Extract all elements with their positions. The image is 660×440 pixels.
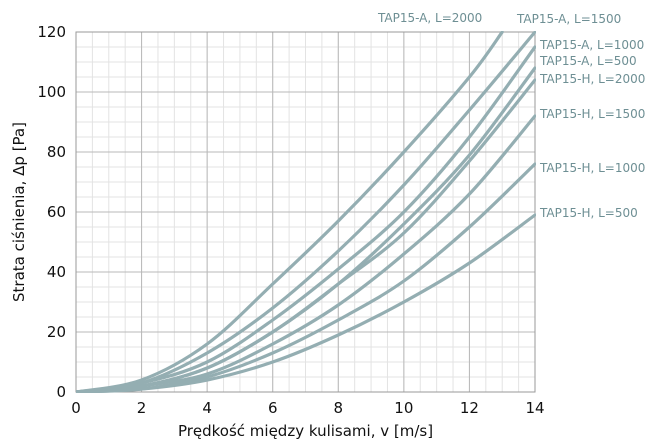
x-axis-label: Prędkość między kulisami, v [m/s] <box>178 422 433 440</box>
series-label: TAP15-A, L=500 <box>539 54 637 68</box>
x-tick-label: 4 <box>202 399 212 417</box>
series-line <box>76 114 536 393</box>
x-tick-label: 12 <box>460 399 479 417</box>
plot-frame <box>75 31 536 393</box>
y-axis-label: Strata ciśnienia, Δp [Pa] <box>10 122 28 302</box>
series-labels: TAP15-A, L=2000 TAP15-A, L=1500 TAP15-A, L… <box>377 11 645 220</box>
series-label: TAP15-A, L=2000 <box>377 11 482 25</box>
x-tick-label: 10 <box>394 399 413 417</box>
series-label: TAP15-H, L=1000 <box>539 161 645 175</box>
x-tick-label: 0 <box>71 399 81 417</box>
x-tick-label: 2 <box>137 399 147 417</box>
series-line <box>76 31 504 393</box>
series-group <box>76 31 536 393</box>
y-tick-label: 80 <box>47 143 66 161</box>
series-label: TAP15-H, L=1500 <box>539 107 645 121</box>
x-axis-ticks: 0 2 4 6 8 10 12 14 <box>71 399 544 417</box>
y-tick-label: 20 <box>47 323 66 341</box>
x-tick-label: 8 <box>334 399 344 417</box>
y-tick-label: 60 <box>47 203 66 221</box>
x-tick-label: 14 <box>525 399 544 417</box>
series-line <box>76 213 536 393</box>
y-tick-label: 0 <box>56 383 66 401</box>
y-tick-label: 120 <box>37 23 66 41</box>
series-label: TAP15-H, L=2000 <box>539 72 645 86</box>
series-label: TAP15-A, L=1500 <box>516 12 621 26</box>
x-tick-label: 6 <box>268 399 278 417</box>
series-label: TAP15-A, L=1000 <box>539 38 644 52</box>
y-axis-ticks: 0 20 40 60 80 100 120 <box>37 23 66 401</box>
series-line <box>76 45 536 393</box>
y-tick-label: 100 <box>37 83 66 101</box>
series-label: TAP15-H, L=500 <box>539 206 638 220</box>
y-tick-label: 40 <box>47 263 66 281</box>
